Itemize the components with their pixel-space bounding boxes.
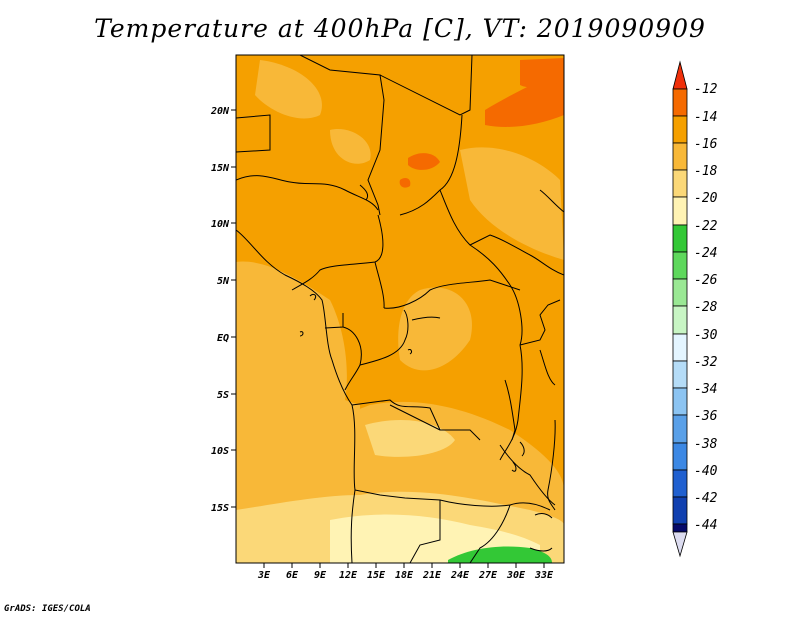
grads-credit: GrADS: IGES/COLA: [4, 604, 91, 614]
colorbar-segment: [672, 88, 688, 117]
colorbar-segment: [672, 469, 688, 498]
field-band-m12-northeast-2: [520, 58, 564, 88]
lon-label: 33E: [534, 570, 554, 581]
lat-label: 15S: [211, 503, 229, 514]
colorbar-label: -18: [694, 164, 718, 179]
colorbar-bottom-arrow: [672, 531, 688, 558]
lat-label: 20N: [210, 106, 230, 117]
lat-label: 15N: [211, 163, 230, 174]
colorbar-label: -22: [694, 219, 718, 234]
colorbar-segment: [672, 169, 688, 198]
map-frame: [235, 54, 565, 564]
field-band-m16-north: [255, 60, 322, 119]
country-boundaries: [236, 55, 564, 563]
field-band-m12-central: [408, 153, 440, 170]
colorbar-segment: [672, 305, 688, 335]
colorbar-segment: [672, 496, 688, 525]
colorbar-segment: [672, 414, 688, 444]
lon-label: 6E: [286, 570, 299, 581]
map-title: Temperature at 400hPa [C], VT: 201909090…: [94, 14, 706, 43]
lat-label: 10S: [211, 446, 229, 457]
longitude-axis: [263, 563, 545, 568]
colorbar-segment: [672, 523, 688, 533]
lat-label: EQ: [217, 333, 229, 344]
lon-label: 18E: [395, 570, 414, 581]
field-band-m22-south: [448, 546, 552, 563]
colorbar-label: -42: [694, 491, 718, 506]
temperature-field: [236, 55, 564, 563]
colorbar-label: -38: [694, 437, 718, 452]
colorbar-label: -32: [694, 355, 718, 370]
latitude-axis: [231, 109, 236, 508]
colorbar-segment: [672, 442, 688, 471]
colorbar-segment: [672, 224, 688, 253]
colorbar-segment: [672, 196, 688, 226]
lon-label: 12E: [339, 570, 358, 581]
colorbar: [672, 60, 688, 558]
colorbar-label: -36: [694, 409, 718, 424]
lon-label: 21E: [422, 570, 442, 581]
colorbar-segment: [672, 333, 688, 362]
lon-label: 27E: [478, 570, 498, 581]
field-band-m12-central-2: [399, 178, 411, 188]
colorbar-segment: [672, 278, 688, 307]
lat-label: 10N: [211, 219, 230, 230]
lon-label: 9E: [314, 570, 327, 581]
field-band-m16-central: [398, 287, 472, 371]
lon-label: 24E: [450, 570, 470, 581]
colorbar-label: -34: [694, 382, 717, 397]
lon-label: 15E: [367, 570, 386, 581]
colorbar-label: -40: [694, 464, 718, 479]
colorbar-label: -24: [694, 246, 717, 261]
colorbar-label: -28: [694, 300, 718, 315]
lat-label: 5N: [217, 276, 230, 287]
colorbar-label: -12: [694, 82, 718, 97]
colorbar-segment: [672, 251, 688, 280]
colorbar-segment: [672, 142, 688, 171]
colorbar-segment: [672, 360, 688, 389]
field-band-m16-east: [460, 147, 564, 260]
field-band-m16-patch: [330, 129, 371, 164]
colorbar-label: -30: [694, 328, 718, 343]
colorbar-label: -16: [694, 137, 718, 152]
colorbar-label: -26: [694, 273, 718, 288]
lon-label: 30E: [506, 570, 526, 581]
field-band-m18-angola: [365, 420, 455, 457]
colorbar-segment: [672, 115, 688, 144]
colorbar-label: -14: [694, 110, 717, 125]
lat-label: 5S: [217, 390, 229, 401]
lon-label: 3E: [257, 570, 271, 581]
colorbar-segment: [672, 387, 688, 416]
colorbar-top-arrow: [672, 60, 688, 90]
colorbar-label: -20: [694, 191, 718, 206]
colorbar-label: -44: [694, 518, 717, 533]
